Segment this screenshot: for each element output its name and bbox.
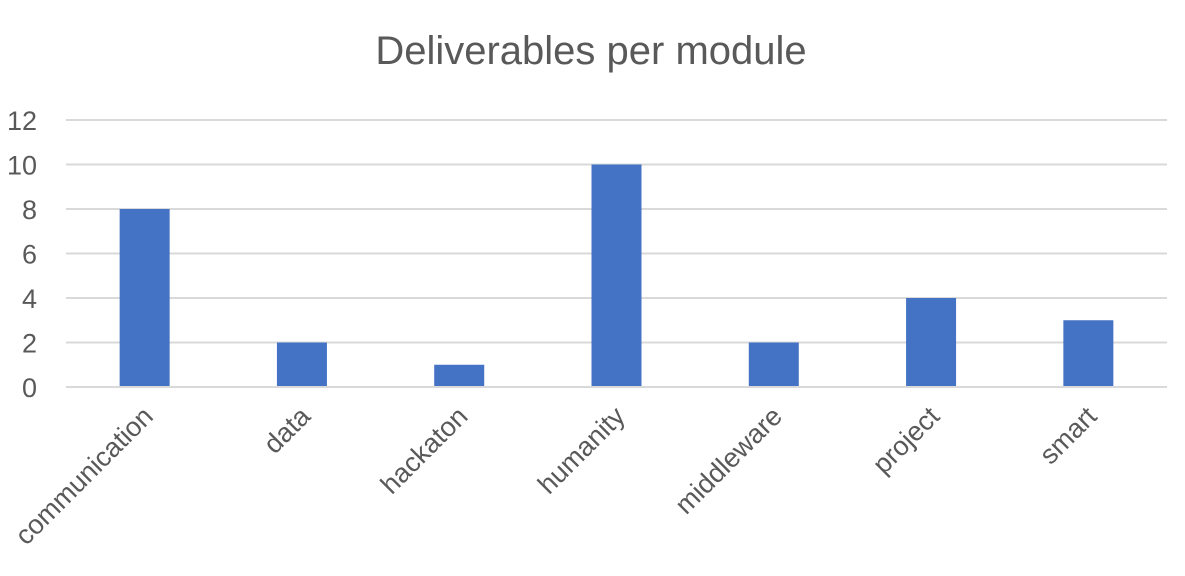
bar-project (906, 298, 957, 387)
bar-hackaton (434, 364, 485, 387)
bars (66, 164, 1167, 388)
y-tick-label: 2 (22, 329, 37, 359)
x-axis-tick-labels: communication data hackaton humanity middlew… (9, 400, 1103, 550)
y-axis-tick-labels: 0 2 4 6 8 10 12 (7, 106, 37, 403)
x-tick-label: communication (9, 401, 159, 551)
bar-middleware (748, 342, 799, 387)
chart-title: Deliverables per module (375, 29, 806, 73)
y-tick-label: 4 (22, 284, 37, 314)
y-tick-label: 8 (22, 195, 37, 225)
bar-humanity (591, 164, 642, 387)
x-tick-label: project (867, 401, 946, 480)
x-tick-label: smart (1034, 401, 1103, 470)
x-tick-label: hackaton (375, 401, 474, 500)
x-tick-label: middleware (669, 401, 788, 520)
y-tick-label: 6 (22, 240, 37, 270)
y-tick-label: 0 (22, 373, 37, 403)
bar-data (276, 342, 327, 387)
bar-communication (119, 209, 170, 387)
y-tick-label: 10 (7, 151, 37, 181)
x-tick-label: humanity (532, 401, 631, 500)
x-tick-label: data (258, 400, 317, 459)
y-tick-label: 12 (7, 106, 37, 136)
bar-smart (1063, 320, 1114, 387)
